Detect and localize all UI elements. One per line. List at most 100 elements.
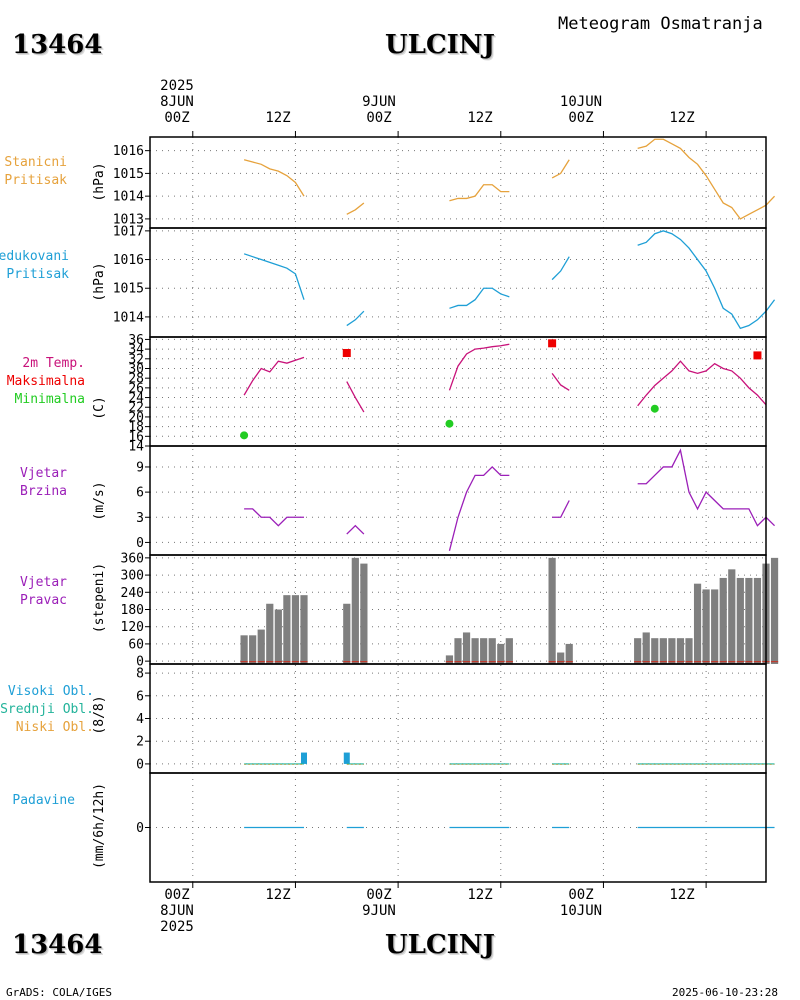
wind-direction-bar [266, 603, 274, 664]
wind-direction-bar [702, 589, 710, 664]
high-cloud-bar [343, 752, 350, 764]
chart-title: Meteogram Osmatranja [558, 14, 763, 34]
series-line [637, 230, 776, 330]
bottom-tick-label: 12Z [467, 887, 493, 903]
y-tick-label: 300 [121, 569, 144, 584]
series-line [346, 202, 365, 215]
wind-direction-bar [291, 595, 300, 664]
top-tick-label: 2025 8JUN 00Z [160, 78, 194, 126]
wind-direction-bar [659, 638, 667, 664]
wind-direction-bar [497, 643, 505, 664]
wind-direction-bar [343, 603, 351, 664]
footer-timestamp: 2025-06-10-23:28 [672, 986, 778, 999]
y-tick-label: 3 [136, 511, 144, 526]
series-line [551, 256, 570, 281]
wind-direction-bar [693, 583, 702, 664]
series-line [448, 466, 510, 551]
y-tick-label: 0 [136, 757, 144, 772]
wind-direction-bar [719, 577, 727, 664]
bottom-tick-label: 12Z [265, 887, 291, 903]
wind-direction-bar [557, 652, 565, 664]
series-line [637, 138, 776, 220]
wind-direction-bar [471, 638, 479, 664]
series-line [637, 360, 767, 407]
y-tick-label: 28 [128, 372, 144, 387]
wind-direction-bar [745, 577, 753, 664]
tmin-marker [445, 419, 454, 428]
top-tick-label: 10JUN 00Z [559, 94, 603, 126]
y-tick-label: 1017 [113, 224, 144, 239]
series-line [244, 508, 304, 527]
y-tick-label: 240 [121, 586, 144, 601]
wind-direction-bar [505, 638, 513, 664]
bottom-tick-label: 00Z 10JUN [559, 887, 603, 919]
bottom-tick-label: 00Z 8JUN 2025 [160, 887, 194, 935]
y-tick-label: 18 [128, 420, 144, 435]
y-tick-label: 16 [128, 430, 144, 445]
wind-direction-bar [300, 595, 308, 664]
wind-direction-label: Vjetar Pravac [20, 575, 67, 608]
tmin-marker [650, 404, 659, 413]
wind-direction-bar [676, 638, 685, 664]
y-tick-label: 6 [136, 486, 144, 501]
y-tick-label: 4 [136, 712, 144, 727]
wind-direction-bar [668, 638, 676, 664]
series-line [551, 372, 570, 391]
y-tick-label: 30 [128, 362, 144, 377]
wind-speed-label: Vjetar Brzina [20, 466, 67, 499]
y-tick-label: 6 [136, 689, 144, 704]
tmax-marker [548, 339, 557, 348]
y-tick-label: 36 [128, 333, 144, 348]
wind-direction-bar [445, 655, 454, 664]
y-tick-label: 360 [121, 551, 144, 566]
panel-frame [149, 663, 767, 774]
y-tick-label: 22 [128, 401, 144, 416]
bottom-tick-label: 12Z [669, 887, 695, 903]
wind-direction-bar [454, 638, 462, 664]
footer-credit: GrADS: COLA/IGES [6, 986, 112, 999]
wind-direction-bar [462, 632, 471, 664]
wind-direction-bar [351, 557, 359, 664]
footer-station-name: ULCINJ [385, 930, 495, 960]
series-line [448, 343, 510, 391]
wind-direction-bar [711, 589, 719, 664]
y-tick-label: 34 [128, 343, 144, 358]
station-id: 13464 [12, 30, 103, 60]
wind-direction-bar [257, 629, 265, 664]
y-tick-label: 26 [128, 381, 144, 396]
panel-frame [149, 136, 767, 229]
y-tick-label: 32 [128, 352, 144, 367]
wind-direction-bar [651, 638, 659, 664]
series-line [551, 159, 570, 179]
panel-frame [149, 772, 767, 883]
wind-direction-bar [283, 595, 291, 664]
reduced-pressure-label: RedukovaniPritisak [0, 249, 69, 282]
tmin-marker [240, 431, 249, 440]
clouds-label: Visoki Obl. Srednji Obl. Niski Obl. [0, 684, 94, 735]
y-tick-label: 24 [128, 391, 144, 406]
series-line [449, 287, 510, 309]
wind-direction-bar [753, 577, 762, 664]
series-line [346, 381, 365, 413]
top-tick-label: 12Z [467, 110, 493, 126]
y-tick-label: 2 [136, 735, 144, 750]
series-line [243, 253, 305, 300]
tmax-marker [342, 348, 351, 357]
series-line [346, 310, 365, 327]
panel-frame [149, 227, 767, 338]
temperature-label: 2m Temp. Maksimalna Minimalna [6, 356, 85, 407]
wind-direction-bar [274, 609, 282, 664]
y-tick-label: 1015 [113, 167, 144, 182]
y-tick-label: 180 [121, 603, 144, 618]
wind-direction-bar [488, 638, 496, 664]
panel-frame [149, 336, 767, 447]
wind-direction-bar [770, 557, 779, 664]
y-tick-label: 60 [128, 637, 144, 652]
wind-direction-bar [565, 643, 573, 664]
top-tick-label: 12Z [265, 110, 291, 126]
wind-direction-bar [240, 635, 248, 664]
y-tick-label: 0 [136, 821, 144, 836]
y-tick-label: 1016 [113, 253, 144, 268]
top-tick-label: 12Z [669, 110, 695, 126]
precip-label: Padavine [12, 793, 75, 808]
